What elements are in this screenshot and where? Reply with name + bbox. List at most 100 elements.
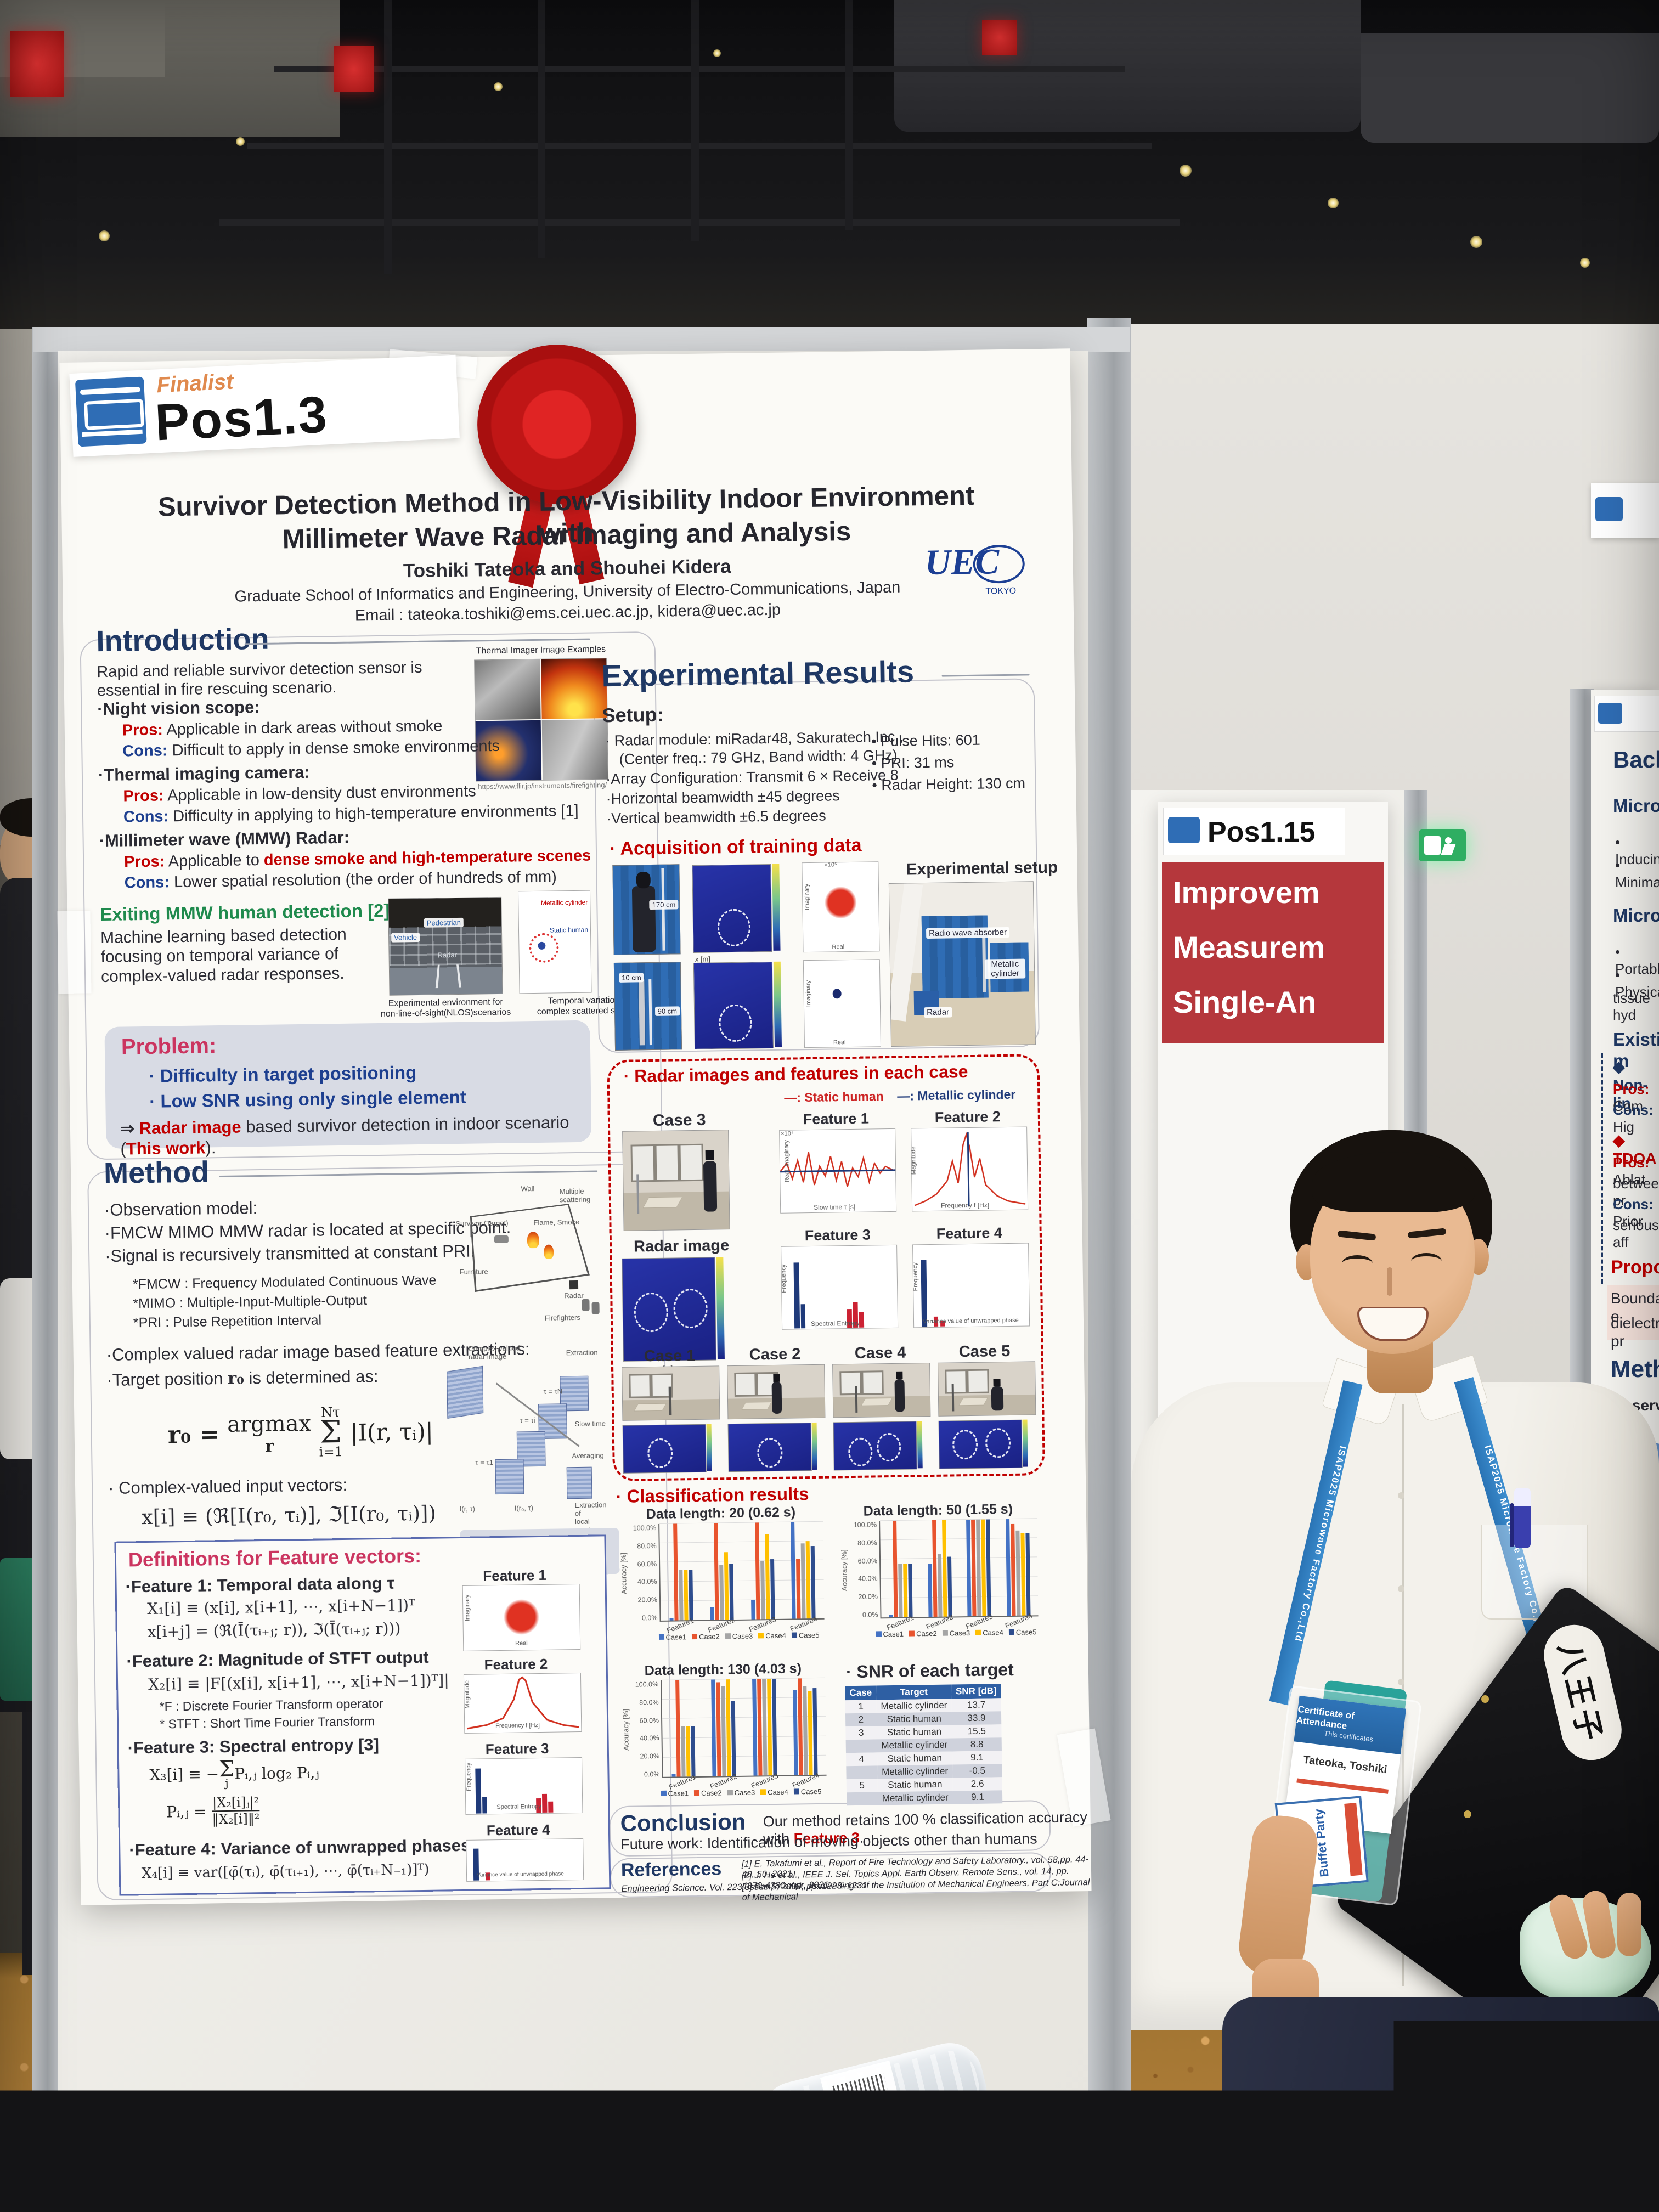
truss-beam [219,219,1180,226]
axis-magnitude: Magnitude [910,1147,917,1175]
window [945,1369,967,1394]
results-heading: Experimental Results [601,653,914,694]
thermal-tile-flame [541,658,607,719]
bar-Case3-Feature1 [898,1564,902,1617]
defs-plot1-title: Feature 1 [483,1567,546,1584]
room-outline [470,1204,590,1292]
eq-lhs: r₀ = [167,1420,219,1449]
snr-cell: 33.9 [952,1711,1002,1725]
cons-label: Cons: [124,873,170,891]
feature4-heading: ·Feature 4: Variance of unwrapped phases [129,1836,470,1860]
case1-radar [623,1424,707,1474]
problem-box: Problem: · Difficulty in target position… [104,1020,591,1149]
radar-ring [848,1438,873,1467]
axis-variance: Variance value of unwrapped phase [477,1871,564,1878]
radar-ring [647,1438,673,1469]
radar-ring [985,1428,1011,1458]
axis-imaginary: Imaginary [805,980,812,1007]
person-head [993,1379,1000,1386]
far-poster-subheading: Microwa [1613,795,1659,817]
label-radio-wave-absorber: Radio wave absorber [926,927,1009,939]
case5-radar [939,1420,1023,1469]
colorbar [774,962,782,1047]
eye-right-smiling [1411,1253,1442,1269]
exiting-line2: focusing on temporal variance of [100,945,338,966]
intro-heading: Introduction [96,622,269,659]
blue-scatter-dot [833,989,842,998]
ceiling-light [236,137,245,146]
f3-eq-b: Pᵢ,ⱼ log₂ Pᵢ,ⱼ [234,1764,319,1783]
snr-cell: 9.1 [952,1751,1002,1764]
colorbar [812,1423,817,1470]
bar-Case4-Feature1 [686,1726,690,1777]
exit-sign-figure [1445,837,1452,844]
classification-title: Classification results [627,1483,809,1506]
legend-Case3: Case3 [725,1632,753,1641]
bar-Case2-Feature3 [755,1522,760,1619]
method-m4: ·Target position r₀ is determined as: [106,1367,379,1390]
bar-Case5-Feature3 [772,1679,777,1775]
bar-Case1-Feature3 [966,1520,971,1616]
snr-cell [846,1739,877,1753]
cascade-label-cv: Complex-valued radar image [469,1344,520,1361]
measuring-stick [648,979,652,1045]
bar-Case5-Feature1 [691,1726,695,1777]
case5-photo [938,1361,1036,1416]
case4-photo [832,1363,930,1418]
bar-Case5-Feature2 [947,1556,952,1616]
bar-Case5-Feature4 [811,1546,816,1618]
setup-b3: ·Horizontal beamwidth ±45 degrees [606,787,839,808]
defs-plot4-title: Feature 4 [487,1821,550,1839]
r3: Radar Height: 130 cm [881,775,1025,793]
far-poster-text: dielectric pr [1611,1314,1659,1350]
red-hist-bar [859,1312,864,1328]
bar-Case4-Feature3 [765,1534,770,1619]
bar-Case1-Feature3 [752,1679,757,1776]
poster-2-title-line: Improvem [1173,874,1320,911]
label-survivor: Survivor (Target) [455,1219,508,1228]
cascade-label-ir0t: I(r₀, τ) [515,1504,534,1512]
case3-feature3-plot: Frequency Spectral Entropy [781,1245,898,1330]
mini-legend-cylinder: Metallic cylinder [541,899,588,907]
cons-label: Cons: [1613,1102,1654,1118]
ceiling-red-sign [334,46,374,92]
bar-Case1-Feature2 [928,1564,932,1617]
obs-label: Observation model: [110,1198,257,1220]
blue-hist-bar [801,1304,806,1328]
window [629,1374,651,1398]
nlos-photo: Pedestrian Vehicle Radar [388,897,503,996]
chart-data-length-50: Data length: 50 (1.55 s) Accuracy [%] 100.… [839,1501,1039,1639]
results-underline [942,674,1030,676]
cascade-label-averaging: Averaging [572,1451,604,1460]
s3: Horizontal beamwidth ±45 degrees [611,787,839,807]
far-poster-subheading: Microwav [1613,905,1659,927]
window [839,1371,862,1396]
mannequin-head [636,872,651,888]
certificate-header: Certificate of Attendance This certifica… [1294,1696,1406,1754]
feature2-note1: *F : Discrete Fourier Transform operator [159,1696,383,1714]
feature3-heading: ·Feature 3: Spectral entropy [3] [127,1735,379,1758]
cascade-tau-1: τ = τ1 [475,1458,493,1466]
ceiling-light [1328,198,1339,208]
bar-Case3-Feature3 [976,1520,981,1616]
bar-Case4-Feature3 [981,1520,986,1616]
nlos-caption2: non-line-of-sight(NLOS)scenarios [381,1007,511,1018]
legend-static-human: —: Static human [784,1089,884,1105]
pole [952,1384,955,1411]
radar-ring [877,1433,901,1462]
pros-label: Pros: [123,787,164,805]
poster-2-title-banner: Improvem Measurem Single-An [1162,862,1384,1043]
room-diagram: Wall Multiple scattering Survivor (Targe… [455,1183,611,1331]
setup-heading: Setup: [602,703,664,727]
defs-plot3: Frequency Spectral Entropy [465,1757,583,1815]
bullet3-head: ·Millimeter wave (MMW) Radar: [99,828,349,851]
snr-cell: Static human [877,1712,952,1726]
poster-number: Pos1.3 [154,384,329,453]
label-wall: Wall [521,1184,534,1193]
defs-plot2-title: Feature 2 [484,1656,548,1673]
problem-bullet1: · Difficulty in target positioning [149,1062,416,1087]
award-rosette [476,343,637,505]
label-radar: Radar [564,1291,584,1300]
flame-icon [527,1232,539,1248]
bar-Case2-Feature1 [673,1523,678,1620]
